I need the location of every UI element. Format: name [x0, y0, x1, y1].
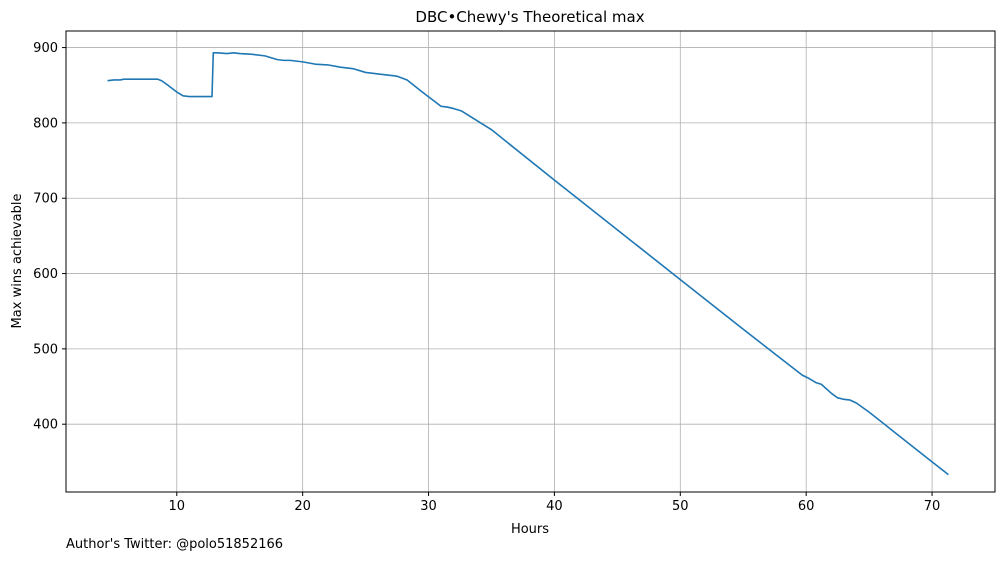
- x-tick-label: 70: [924, 499, 941, 514]
- y-axis-label: Max wins achievable: [10, 194, 25, 329]
- y-tick-label: 700: [33, 192, 58, 207]
- grid-lines: [66, 31, 995, 492]
- axis-ticks: 10 20 30 40 50 60 70 400 500 600 700 800 900: [33, 41, 940, 514]
- y-tick-label: 900: [33, 41, 58, 56]
- y-tick-label: 800: [33, 116, 58, 131]
- y-tick-label: 600: [33, 267, 58, 282]
- series-line: [107, 52, 949, 476]
- plot-background: [66, 31, 995, 492]
- author-twitter-text: Author's Twitter: @polo51852166: [66, 537, 284, 552]
- x-tick-label: 20: [294, 499, 311, 514]
- y-tick-label: 400: [33, 418, 58, 433]
- y-tick-label: 500: [33, 342, 58, 357]
- x-tick-label: 60: [798, 499, 815, 514]
- x-tick-label: 50: [672, 499, 689, 514]
- x-tick-label: 40: [546, 499, 563, 514]
- chart-title: DBC•Chewy's Theoretical max: [415, 8, 644, 26]
- plot-frame: [65, 30, 996, 493]
- x-tick-label: 30: [420, 499, 437, 514]
- x-tick-label: 10: [169, 499, 186, 514]
- x-axis-label: Hours: [511, 522, 549, 537]
